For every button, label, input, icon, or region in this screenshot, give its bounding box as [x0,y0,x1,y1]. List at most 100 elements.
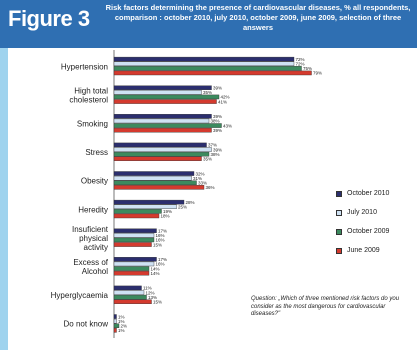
value-label: 17% [158,229,167,234]
bar [113,90,202,95]
legend-swatch [336,209,342,216]
bar [113,123,222,128]
legend-item: July 2010 [336,203,389,222]
value-label: 16% [156,238,165,243]
category-label: Excess of Alcohol [73,258,108,276]
value-label: 39% [213,147,222,152]
bar [113,142,207,148]
value-label: 17% [158,257,167,262]
legend-swatch [336,247,342,254]
value-label: 19% [163,209,172,214]
legend-item: October 2009 [336,222,389,241]
value-label: 35% [203,90,212,95]
bar [113,156,202,161]
bar [113,318,117,324]
value-label: 12% [146,290,155,295]
bar [113,266,150,271]
value-label: 35% [203,157,212,162]
value-label: 25% [178,205,187,210]
bar [113,323,120,329]
bar [113,180,197,185]
value-label: 16% [156,233,165,238]
bar [113,171,195,176]
figure-title: Risk factors determining the presence of… [105,3,411,32]
value-label: 11% [143,286,152,291]
bar [113,285,142,291]
chart-legend: October 2010 July 2010 October 2009 June 20… [336,184,389,260]
legend-item: June 2009 [336,241,389,260]
value-label: 39% [213,114,222,119]
category-label: High total cholesterol [69,86,108,104]
bar [113,314,117,319]
bar [113,70,312,76]
value-label: 32% [196,171,205,176]
bar [113,233,155,238]
value-label: 1% [118,314,125,319]
bar [113,127,212,133]
bar [113,94,220,100]
value-label: 38% [211,152,220,157]
category-label: Insuficient physical activity [72,225,109,252]
bar [113,299,152,304]
value-label: 75% [303,66,312,71]
value-label: 72% [296,62,305,67]
bar [113,204,177,209]
value-label: 2% [121,324,128,329]
value-label: 1% [118,328,125,333]
bar [113,147,212,152]
value-label: 1% [118,319,125,324]
bar [113,114,212,119]
bar [113,56,295,62]
figure-header: Figure 3 Risk factors determining the pr… [0,0,417,48]
figure-label: Figure 3 [8,6,90,31]
value-label: 33% [198,181,207,186]
legend-swatch [336,190,342,197]
bar [113,242,152,247]
category-label: Obesity [81,177,108,186]
bar [113,61,295,66]
legend-label: October 2010 [347,190,390,197]
value-label: 42% [221,95,230,100]
bar [113,228,157,233]
bar [113,270,150,276]
value-label: 28% [186,200,195,205]
bar [113,261,155,267]
bar [113,66,302,71]
bar [113,199,185,205]
category-label: Do not know [64,320,109,329]
value-label: 36% [206,185,215,190]
bar [113,237,155,243]
value-label: 43% [223,123,232,128]
value-label: 39% [213,86,222,91]
legend-item: October 2010 [336,184,389,203]
category-label: Hypertension [61,62,108,71]
bar [113,175,192,181]
value-label: 31% [193,176,202,181]
bar [113,257,157,262]
value-label: 38% [211,119,220,124]
value-label: 41% [218,99,227,104]
bar [113,185,205,190]
value-label: 18% [161,214,170,219]
value-label: 15% [153,300,162,305]
bar [113,118,210,124]
category-label: Stress [85,148,108,157]
category-label: Hyperglycaemia [51,291,109,300]
category-label: Smoking [77,120,108,129]
legend-label: June 2009 [347,247,380,254]
value-label: 79% [313,71,322,76]
legend-label: July 2010 [347,209,377,216]
bar [113,99,217,104]
bar [113,213,160,219]
bar [113,209,162,214]
value-label: 16% [156,262,165,267]
bar [113,290,145,295]
bar [113,328,117,333]
left-decorative-stripe [0,48,8,350]
value-label: 14% [151,266,160,271]
value-label: 39% [213,128,222,133]
legend-label: October 2009 [347,228,390,235]
bar [113,151,210,157]
